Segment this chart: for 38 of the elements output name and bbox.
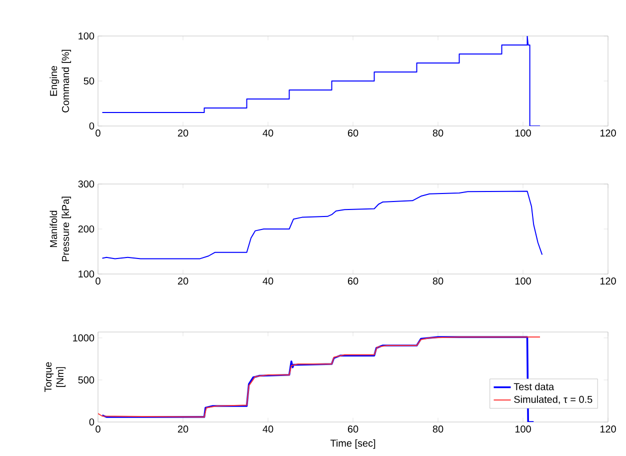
y-tick-label: 1000: [73, 334, 94, 342]
x-axis-title: Time [sec]: [330, 439, 376, 449]
x-tick-label: 80: [432, 130, 444, 137]
x-tick-label: 60: [348, 130, 358, 137]
y-tick-label: 500: [78, 376, 94, 384]
x-tick-label: 100: [515, 426, 531, 433]
x-tick-label: 40: [262, 426, 274, 433]
y-axis-title: Engine Command [%]: [50, 50, 72, 112]
x-tick-label: 0: [96, 278, 100, 285]
y-tick-label: 100: [78, 32, 94, 40]
y-tick-label: 0: [89, 122, 94, 130]
x-tick-label: 40: [262, 278, 274, 285]
line-series: [102, 190, 543, 260]
x-tick-label: 20: [178, 278, 188, 285]
x-tick-label: 60: [348, 278, 358, 285]
x-tick-label: 100: [515, 278, 531, 285]
x-tick-label: 80: [432, 278, 444, 285]
y-tick-label: 100: [78, 270, 94, 278]
x-tick-label: 80: [432, 426, 444, 433]
legend-label: Simulated, τ = 0.5: [514, 396, 592, 404]
x-tick-label: 120: [600, 130, 616, 137]
y-tick-label: 50: [84, 77, 94, 85]
x-tick-label: 120: [600, 426, 616, 433]
y-axis-title: Torque [Nm]: [44, 362, 66, 392]
x-tick-label: 0: [96, 130, 100, 137]
x-tick-label: 0: [96, 426, 100, 433]
x-tick-label: 20: [178, 426, 188, 433]
y-axis-title: Manifold Pressure [kPa]: [50, 196, 72, 262]
x-tick-label: 120: [600, 278, 616, 285]
x-tick-label: 40: [262, 130, 274, 137]
y-tick-label: 300: [78, 180, 94, 188]
x-tick-label: 100: [515, 130, 531, 137]
legend-label: Test data: [514, 382, 554, 390]
x-tick-label: 60: [348, 426, 358, 433]
y-tick-label: 200: [78, 225, 94, 233]
line-series: [102, 36, 541, 126]
y-tick-label: 0: [89, 418, 94, 426]
x-tick-label: 20: [178, 130, 188, 137]
